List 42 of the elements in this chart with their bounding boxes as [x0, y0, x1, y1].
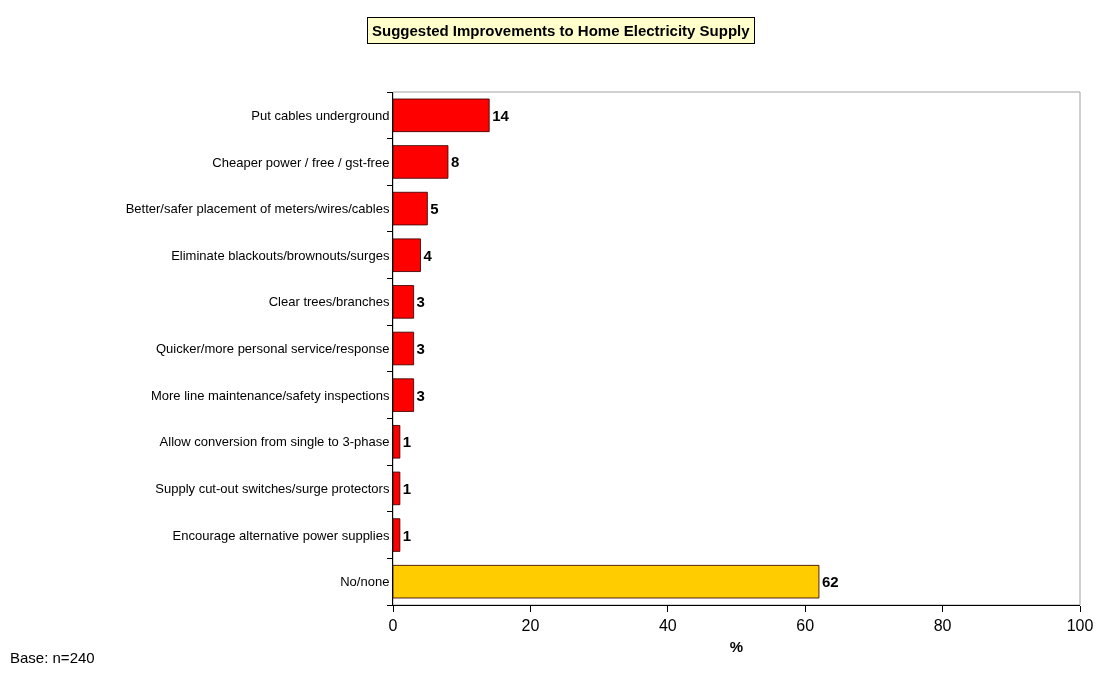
data-label: 1: [402, 526, 412, 544]
y-tick-label: Better/safer placement of meters/wires/cables: [125, 201, 390, 217]
y-tick-label: Allow conversion from single to 3-phase: [159, 434, 390, 450]
bar: [393, 564, 820, 599]
bar: [393, 378, 415, 412]
bar: [393, 285, 415, 319]
data-label: 3: [416, 340, 425, 357]
bar: [393, 98, 490, 133]
bar: [393, 238, 421, 273]
y-tick-label: No/none: [340, 574, 390, 590]
y-tick-label: Eliminate blackouts/brownouts/surges: [171, 247, 390, 263]
y-tick-label: Cheaper power / free / gst-free: [212, 154, 390, 170]
y-tick-label: Put cables underground: [251, 107, 390, 123]
x-tick-label: 100: [1066, 617, 1094, 635]
bar: [393, 191, 428, 226]
x-tick-label: 80: [933, 617, 952, 635]
data-label: 4: [423, 246, 433, 264]
bar: [393, 518, 401, 552]
data-label: 3: [416, 386, 425, 404]
x-tick-label: 0: [388, 617, 398, 635]
y-tick-label: Supply cut-out switches/surge protectors: [155, 480, 390, 496]
data-label: 8: [450, 153, 460, 171]
data-label: 5: [430, 200, 439, 218]
y-tick-label: Quicker/more personal service/response: [156, 341, 390, 357]
data-label: 62: [821, 573, 839, 591]
bar: [393, 424, 401, 459]
bar: [393, 471, 401, 506]
data-label: 14: [492, 106, 510, 124]
x-axis-title: %: [729, 638, 744, 656]
x-tick-label: 60: [796, 617, 815, 635]
bar: [393, 331, 415, 366]
data-label: 3: [416, 293, 425, 311]
y-tick-label: Encourage alternative power supplies: [172, 527, 390, 543]
y-tick-label: Clear trees/branches: [268, 294, 390, 310]
x-tick-label: 20: [521, 617, 540, 635]
y-tick-label: More line maintenance/safety inspections: [150, 387, 390, 403]
bar: [393, 145, 449, 179]
text: Base: n=240: [10, 649, 95, 666]
x-tick-label: 40: [658, 617, 677, 635]
chart-title: Suggested Improvements to Home Electricity Supply: [372, 22, 751, 39]
data-label: 1: [402, 433, 412, 451]
data-label: 1: [402, 479, 412, 497]
